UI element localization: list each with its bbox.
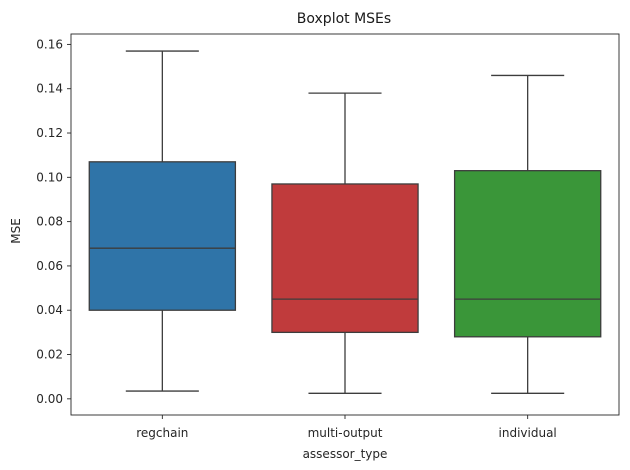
iqr-box — [88, 161, 237, 311]
box-individual — [453, 74, 602, 394]
y-tick-label: 0.00 — [36, 392, 63, 406]
y-tick-label: 0.16 — [36, 37, 63, 51]
y-tick-label: 0.02 — [36, 348, 63, 362]
x-tick-label: regchain — [136, 426, 188, 440]
box-multi-output — [271, 92, 419, 394]
iqr-box — [271, 183, 419, 334]
x-tick-label: multi-output — [308, 426, 383, 440]
y-tick-label: 0.06 — [36, 259, 63, 273]
chart-title: Boxplot MSEs — [297, 11, 391, 27]
iqr-box — [453, 170, 602, 338]
y-axis-label: MSE — [9, 218, 23, 244]
box-regchain — [88, 50, 237, 392]
y-tick-label: 0.04 — [36, 303, 63, 317]
y-tick-label: 0.12 — [36, 126, 63, 140]
plot-frame — [70, 33, 620, 416]
y-tick-label: 0.10 — [36, 170, 63, 184]
y-tick-label: 0.14 — [36, 82, 63, 96]
y-tick-label: 0.08 — [36, 215, 63, 229]
x-axis-label: assessor_type — [303, 447, 388, 461]
x-tick-label: individual — [499, 426, 557, 440]
